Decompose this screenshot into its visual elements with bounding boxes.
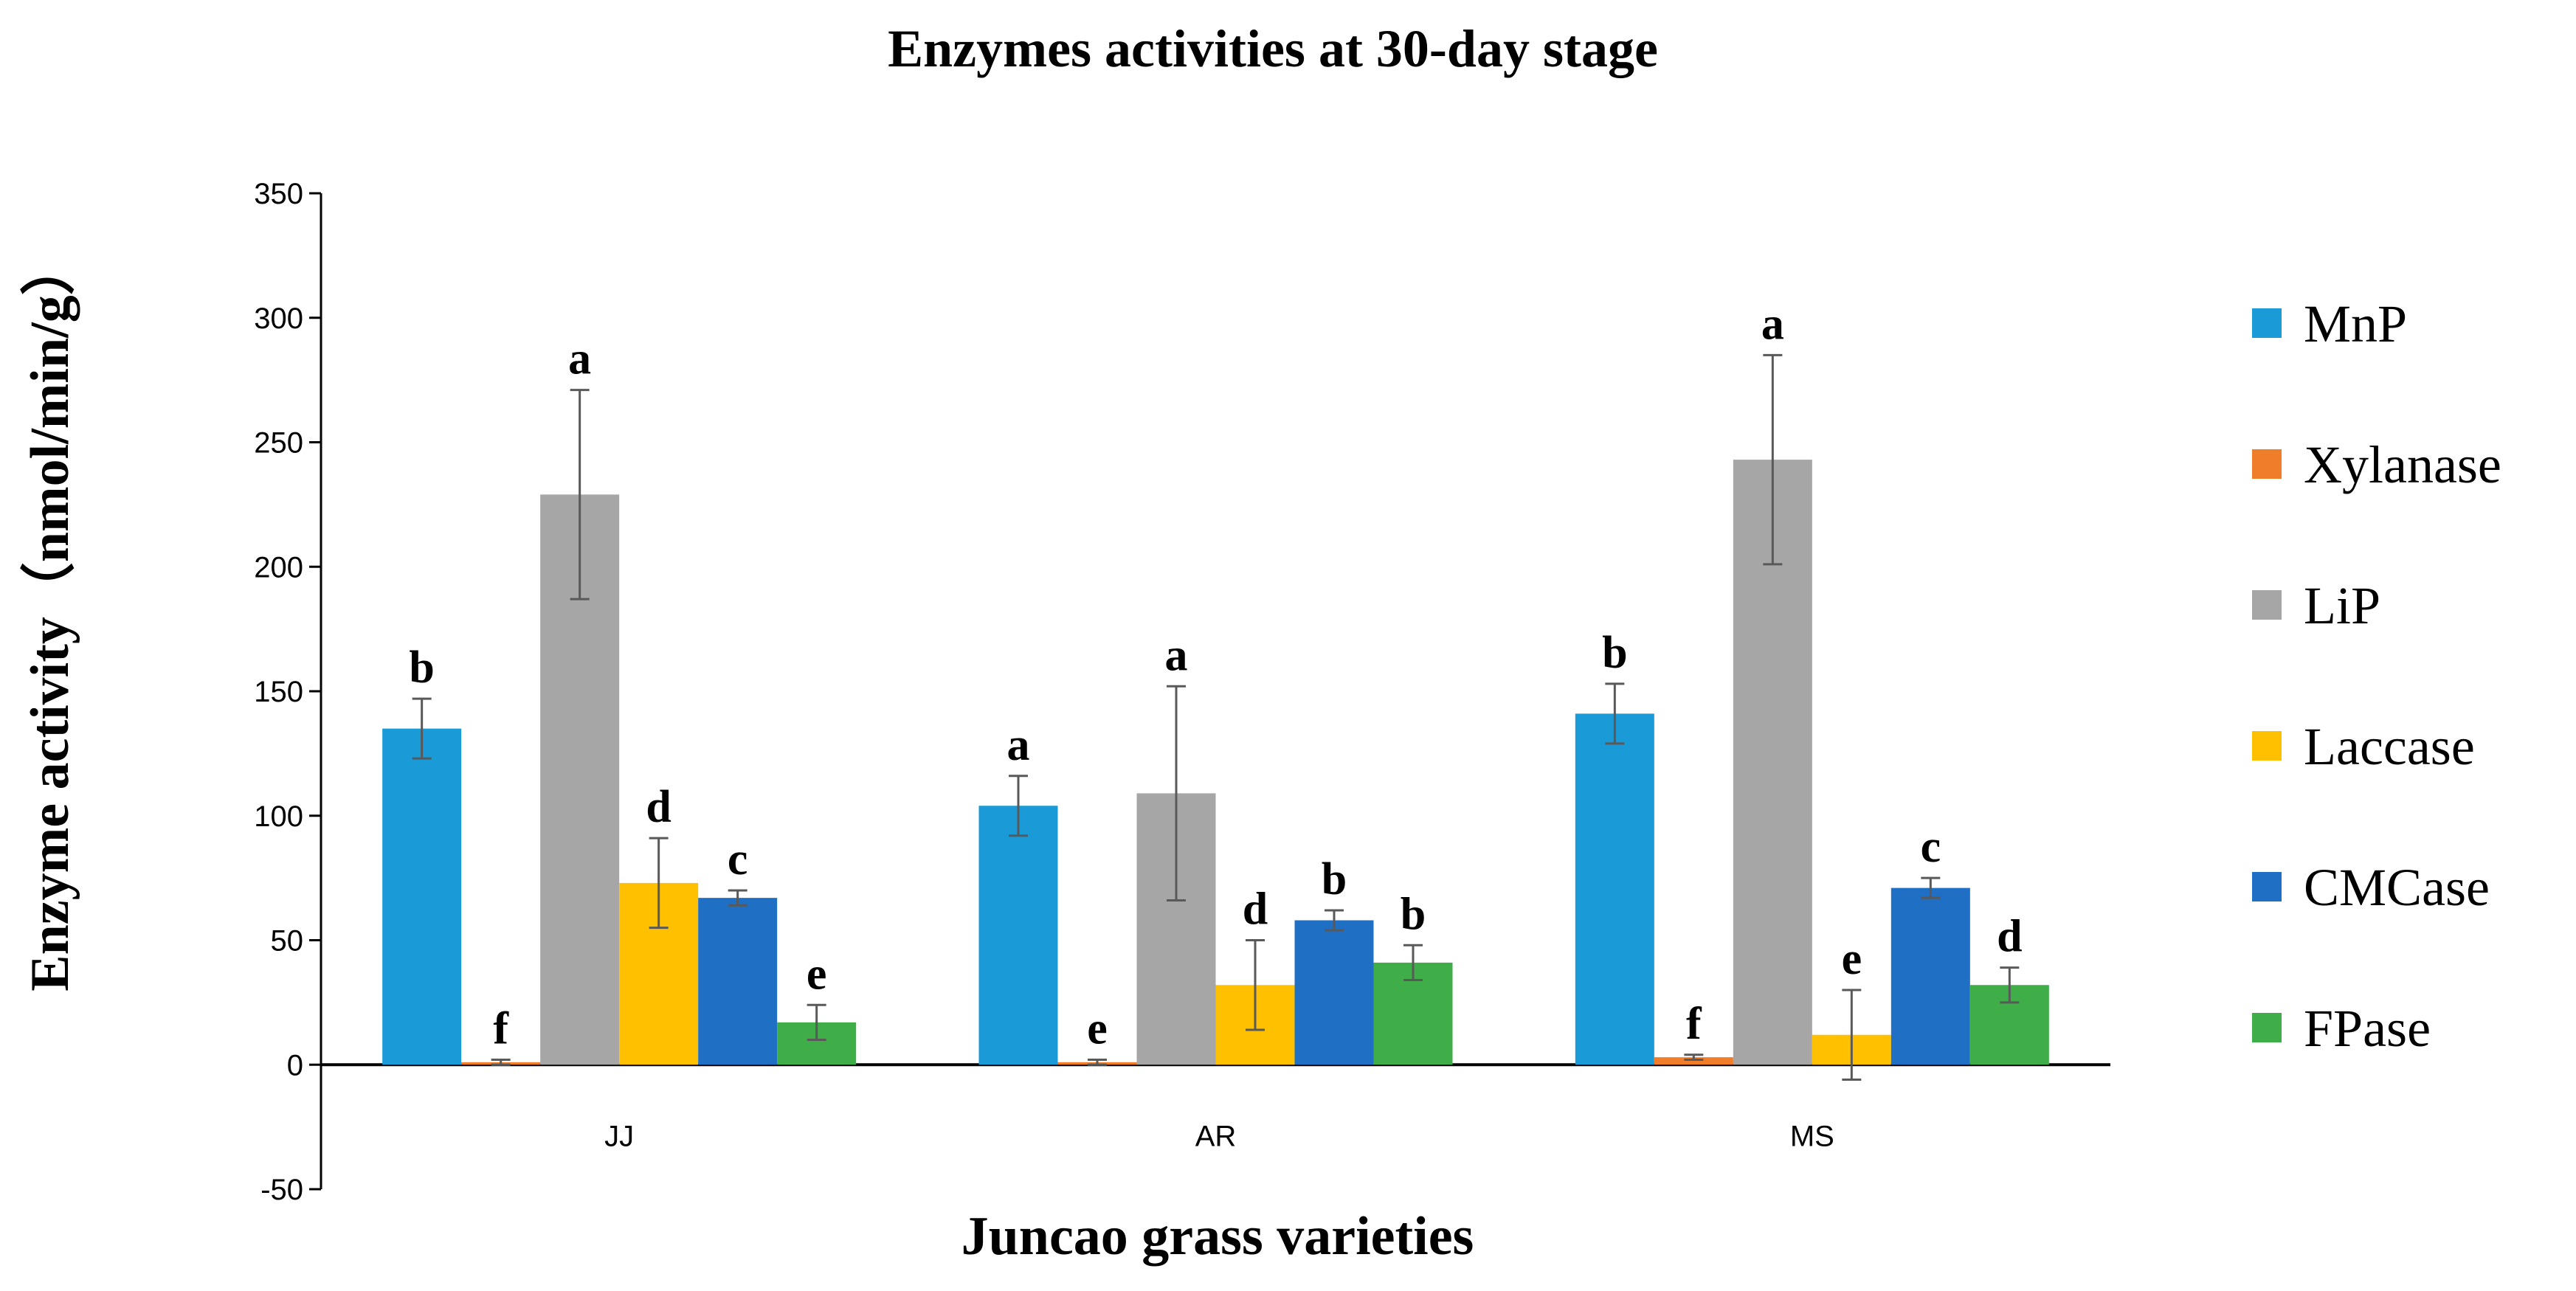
legend-label: FPase: [2304, 999, 2431, 1058]
significance-letter: b: [409, 643, 434, 693]
significance-letter: a: [568, 334, 591, 384]
significance-letter: c: [728, 834, 748, 885]
significance-letter: c: [1921, 822, 1941, 872]
significance-letter: f: [493, 1004, 509, 1054]
significance-letter: a: [1761, 299, 1784, 349]
y-tick-label: 50: [271, 925, 304, 958]
significance-letter: b: [1322, 854, 1347, 904]
y-tick-label: -50: [260, 1174, 303, 1206]
legend-item-cmcase: CMCase: [2252, 858, 2490, 917]
category-label: JJ: [604, 1120, 634, 1152]
legend-item-mnp: MnP: [2252, 294, 2407, 353]
legend-item-lip: LiP: [2252, 576, 2380, 635]
legend: MnP Xylanase LiP Laccase CMCase FPase: [2252, 294, 2501, 1058]
legend-swatch: [2252, 449, 2282, 479]
legend-swatch: [2252, 872, 2282, 901]
legend-item-fpase: FPase: [2252, 999, 2431, 1058]
chart-title: Enzymes activities at 30-day stage: [888, 19, 1658, 78]
bar-cmcase-ms: [1890, 887, 1970, 1065]
legend-label: MnP: [2304, 294, 2407, 353]
significance-letter: a: [1165, 630, 1188, 680]
y-axis: -50 0 50 100 150 200 250 300 350: [254, 178, 322, 1206]
legend-swatch: [2252, 731, 2282, 761]
bar-group-ar: a e a d b b AR: [978, 630, 1453, 1152]
legend-swatch: [2252, 590, 2282, 620]
legend-swatch: [2252, 1013, 2282, 1042]
y-tick-label: 300: [254, 302, 303, 335]
category-label: AR: [1195, 1120, 1237, 1152]
significance-letter: e: [1087, 1004, 1108, 1054]
significance-letter: b: [1602, 628, 1627, 678]
bar-mnp-ar: [978, 806, 1058, 1065]
bar-mnp-jj: [382, 728, 462, 1065]
legend-swatch: [2252, 308, 2282, 338]
y-tick-label: 350: [254, 178, 303, 210]
significance-letter: d: [1243, 885, 1268, 935]
significance-letter: f: [1686, 999, 1702, 1049]
y-tick-label: 100: [254, 800, 303, 833]
y-axis-title: Enzyme activity（nmol/min/g）: [20, 240, 80, 991]
category-label: MS: [1790, 1120, 1834, 1152]
legend-label: Laccase: [2304, 717, 2475, 776]
significance-letter: e: [807, 949, 827, 999]
legend-label: CMCase: [2304, 858, 2490, 917]
significance-letter: d: [646, 782, 671, 832]
legend-label: LiP: [2304, 576, 2380, 635]
y-tick-label: 0: [287, 1049, 303, 1081]
legend-item-xylanase: Xylanase: [2252, 435, 2501, 494]
bar-group-ms: b f a e c d MS: [1575, 299, 2049, 1152]
x-axis-title: Juncao grass varieties: [961, 1206, 1474, 1267]
bar-mnp-ms: [1575, 713, 1654, 1065]
y-tick-label: 200: [254, 551, 303, 584]
significance-letter: e: [1842, 934, 1862, 984]
bar-cmcase-ar: [1294, 920, 1374, 1065]
bar-group-jj: b f a d c e JJ: [382, 334, 857, 1152]
legend-item-laccase: Laccase: [2252, 717, 2475, 776]
y-tick-label: 250: [254, 427, 303, 460]
y-tick-label: 150: [254, 676, 303, 708]
significance-letter: b: [1401, 889, 1426, 939]
bar-cmcase-jj: [698, 898, 778, 1065]
legend-label: Xylanase: [2304, 435, 2501, 494]
plot-area: b f a d c e JJ a e a d b b AR b f a e c d MS: [321, 299, 2110, 1152]
significance-letter: a: [1007, 720, 1030, 770]
bar-xylanase-ms: [1654, 1057, 1733, 1065]
significance-letter: d: [1997, 912, 2022, 962]
